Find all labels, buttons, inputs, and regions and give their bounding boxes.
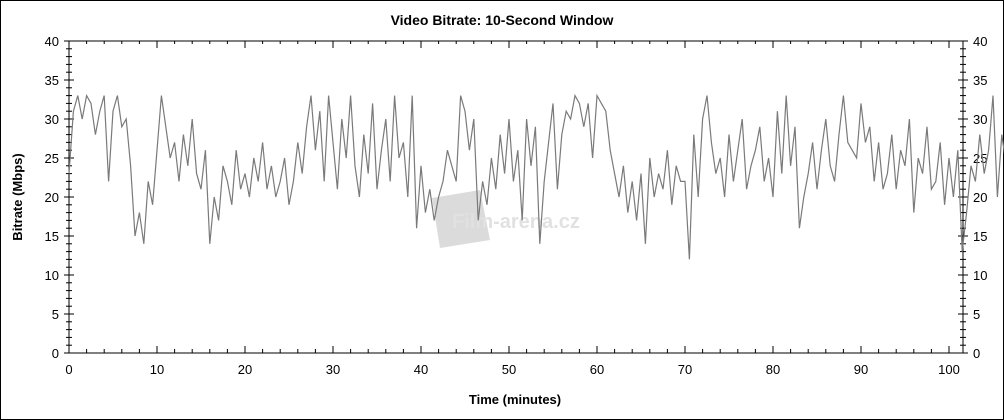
watermark-logo: Film-arena.cz <box>432 190 580 248</box>
y-tick-label-right: 30 <box>973 112 987 127</box>
x-tick-label: 20 <box>238 362 252 377</box>
y-tick-label-right: 5 <box>973 307 980 322</box>
y-tick-label-right: 35 <box>973 73 987 88</box>
bitrate-series-line <box>68 93 1004 260</box>
y-tick-label-right: 0 <box>973 346 980 361</box>
x-tick-label: 30 <box>326 362 340 377</box>
y-tick-label: 15 <box>45 229 59 244</box>
y-tick-label-right: 25 <box>973 151 987 166</box>
svg-text:Film-arena.cz: Film-arena.cz <box>452 211 580 233</box>
y-tick-label-right: 15 <box>973 229 987 244</box>
y-tick-label: 20 <box>45 190 59 205</box>
x-tick-label: 60 <box>590 362 604 377</box>
y-tick-label-right: 40 <box>973 34 987 49</box>
x-tick-label: 100 <box>938 362 960 377</box>
x-axis-label: Time (minutes) <box>469 392 561 407</box>
x-tick-label: 50 <box>502 362 516 377</box>
y-tick-label: 5 <box>52 307 59 322</box>
y-tick-label: 40 <box>45 34 59 49</box>
x-tick-label: 80 <box>766 362 780 377</box>
x-tick-label: 70 <box>678 362 692 377</box>
x-tick-label: 10 <box>150 362 164 377</box>
x-tick-label: 40 <box>414 362 428 377</box>
y-tick-label-right: 10 <box>973 268 987 283</box>
y-tick-label: 30 <box>45 112 59 127</box>
chart-title: Video Bitrate: 10-Second Window <box>391 12 614 28</box>
y-tick-label: 25 <box>45 151 59 166</box>
x-tick-label: 90 <box>854 362 868 377</box>
y-axis-label: Bitrate (Mbps) <box>10 153 25 240</box>
y-tick-label: 10 <box>45 268 59 283</box>
y-tick-label: 0 <box>52 346 59 361</box>
y-tick-label-right: 20 <box>973 190 987 205</box>
y-tick-label: 35 <box>45 73 59 88</box>
x-tick-label: 0 <box>65 362 72 377</box>
